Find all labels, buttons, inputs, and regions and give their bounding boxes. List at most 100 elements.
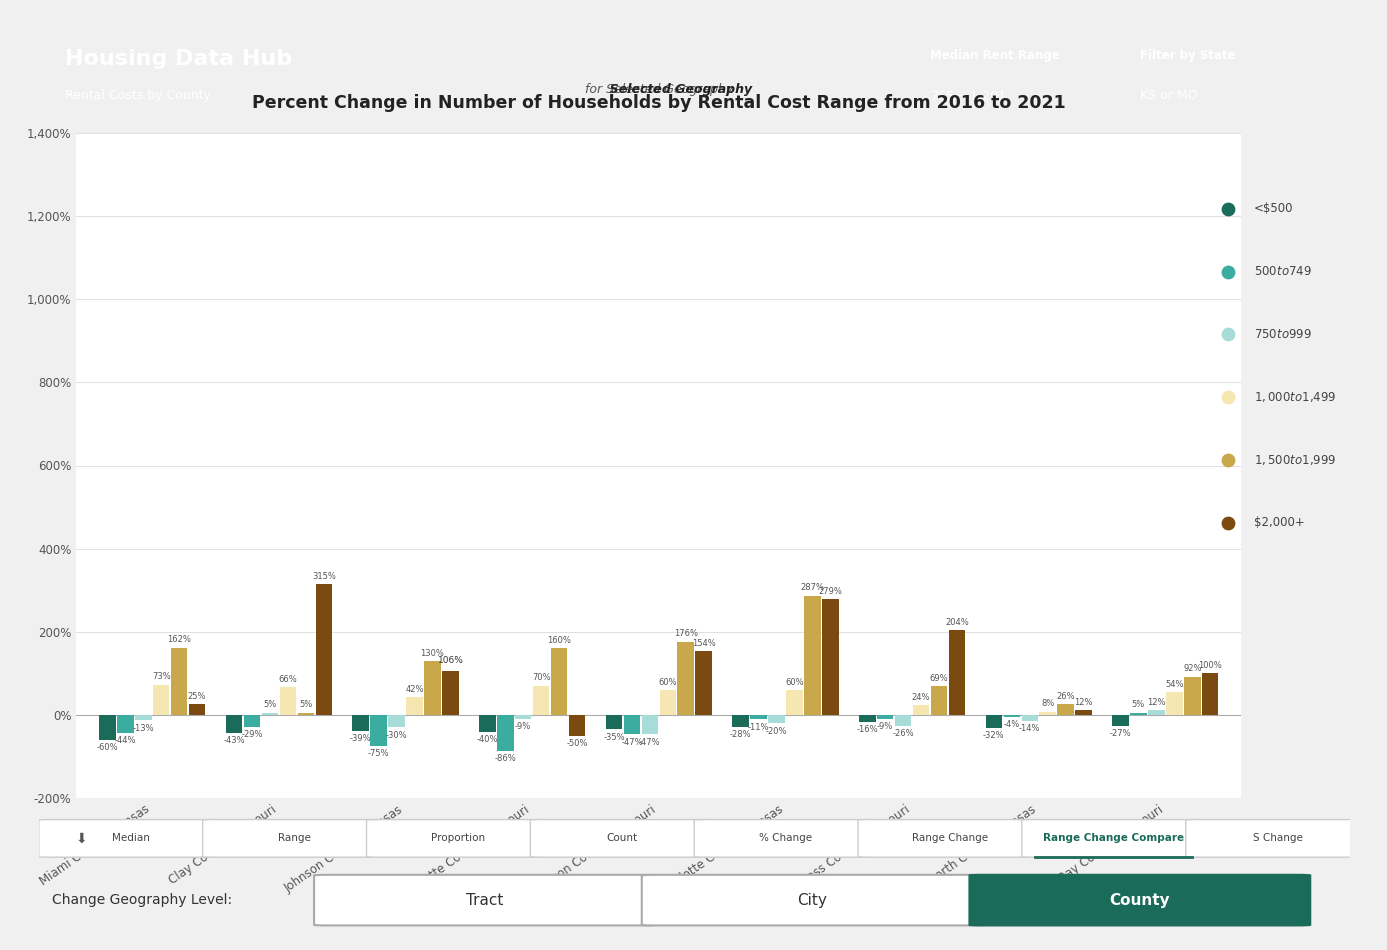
Bar [786,690,803,714]
Text: % Change: % Change [759,833,813,844]
Text: 60%: 60% [659,677,677,687]
Text: Selected Geography: Selected Geography [566,84,752,97]
Text: 70%: 70% [531,674,551,682]
Bar [660,690,675,714]
Text: 100%: 100% [1198,661,1222,670]
FancyBboxPatch shape [530,820,714,857]
Bar [804,596,821,714]
Text: -30%: -30% [386,731,408,740]
Bar [859,714,875,722]
Bar [1057,704,1074,714]
Bar [479,714,495,732]
Text: Change Geography Level:: Change Geography Level: [51,893,232,907]
Bar [750,714,767,719]
Text: -43%: -43% [223,736,245,745]
Text: $750 to $999: $750 to $999 [1254,328,1312,341]
Bar [262,712,279,714]
Text: -39%: -39% [350,734,372,744]
Text: County: County [1110,893,1171,907]
Text: 162%: 162% [168,636,191,644]
Text: -26%: -26% [892,729,914,738]
Bar [1148,710,1165,714]
Text: -9%: -9% [877,722,893,731]
Text: 69%: 69% [929,674,949,683]
Bar [1166,693,1183,714]
Text: for Selected Geography: for Selected Geography [585,84,732,97]
Bar [98,714,115,740]
Text: Rental Costs by County: Rental Costs by County [65,88,211,102]
Bar [732,714,749,727]
Text: 160%: 160% [546,636,571,645]
Bar [1130,712,1147,714]
FancyBboxPatch shape [203,820,386,857]
FancyBboxPatch shape [313,875,655,925]
Text: -28%: -28% [730,730,752,739]
FancyBboxPatch shape [642,875,982,925]
Text: S Change: S Change [1252,833,1302,844]
Bar [768,714,785,723]
Text: -50%: -50% [566,739,588,748]
Text: $765 - $1,201: $765 - $1,201 [931,88,1006,103]
Text: 12%: 12% [1075,697,1093,707]
Text: 315%: 315% [312,572,336,580]
Text: -40%: -40% [477,735,498,744]
Text: -14%: -14% [1019,724,1040,733]
Bar [298,712,313,714]
Bar [895,714,911,726]
Text: 12%: 12% [1147,697,1165,707]
Bar [280,688,297,714]
Text: -32%: -32% [983,732,1004,740]
Bar [677,642,694,714]
Text: -44%: -44% [115,736,136,746]
Text: -9%: -9% [515,722,531,731]
Bar [1004,714,1019,716]
Text: -47%: -47% [639,738,660,747]
Text: 5%: 5% [1132,700,1146,710]
Text: <$500: <$500 [1254,202,1294,216]
Text: -47%: -47% [621,738,642,747]
Text: 287%: 287% [800,583,824,592]
Text: -13%: -13% [133,724,154,732]
Bar [352,714,369,732]
Text: Range Change Compare: Range Change Compare [1043,833,1184,844]
Bar [226,714,243,732]
Text: 24%: 24% [911,693,931,701]
Bar [642,714,657,734]
Text: Housing Data Hub: Housing Data Hub [65,49,293,69]
Bar [406,697,423,714]
Text: 106%: 106% [437,656,463,665]
Text: $2,000+: $2,000+ [1254,516,1305,529]
Text: Range: Range [277,833,311,844]
Text: $1,000 to $1,499: $1,000 to $1,499 [1254,390,1337,404]
Text: 204%: 204% [945,618,970,627]
Bar [1203,674,1219,714]
Bar [117,714,133,733]
Bar [1112,714,1129,726]
Bar [1039,712,1056,714]
Text: 279%: 279% [818,586,842,596]
Text: 25%: 25% [187,693,207,701]
Bar [986,714,1003,728]
Bar [515,714,531,718]
Text: -60%: -60% [97,743,118,752]
Text: 60%: 60% [785,677,803,687]
Text: City: City [798,893,827,907]
Bar [822,598,839,714]
FancyBboxPatch shape [1186,820,1369,857]
Bar [153,685,169,714]
FancyBboxPatch shape [1022,820,1205,857]
Text: -4%: -4% [1004,720,1019,729]
Bar [695,651,712,714]
FancyBboxPatch shape [694,820,878,857]
Bar [606,714,623,730]
Text: Median Rent Range: Median Rent Range [931,49,1060,62]
Text: KS or MO: KS or MO [1140,88,1197,102]
Text: -86%: -86% [494,754,516,763]
FancyBboxPatch shape [366,820,551,857]
Text: 5%: 5% [300,700,312,710]
FancyBboxPatch shape [970,875,1311,925]
Text: 54%: 54% [1165,680,1183,689]
Text: -16%: -16% [856,725,878,733]
FancyBboxPatch shape [39,820,222,857]
Text: 154%: 154% [692,638,716,648]
